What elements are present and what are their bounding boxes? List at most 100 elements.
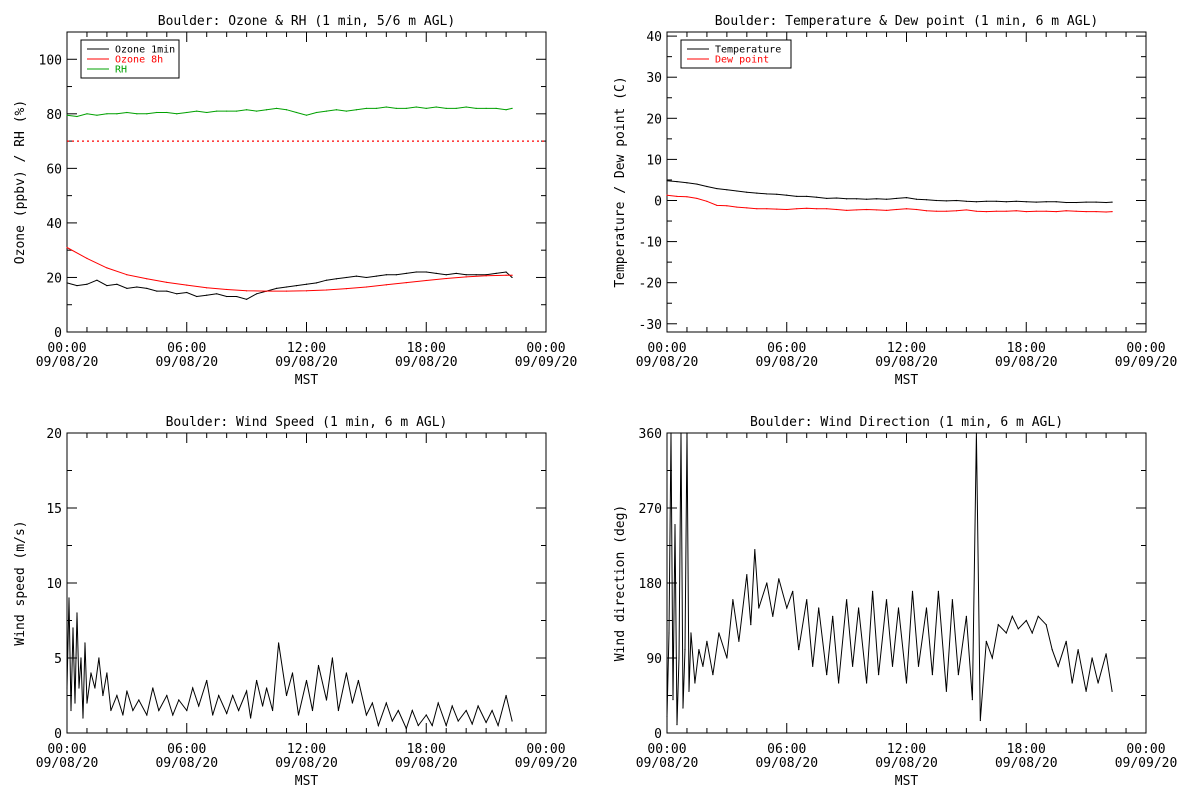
data-point — [895, 208, 898, 211]
y-tick-label: 30 — [646, 71, 662, 86]
data-point — [351, 702, 354, 704]
data-point — [357, 679, 359, 682]
x-axis-label: MST — [295, 373, 319, 388]
data-point — [505, 109, 507, 111]
x-tick-time: 06:00 — [767, 742, 806, 757]
y-tick-label: 0 — [654, 727, 662, 742]
data-point — [688, 690, 690, 692]
data-point — [485, 274, 487, 276]
data-point — [937, 590, 940, 592]
data-point — [871, 590, 874, 592]
data-point — [756, 208, 758, 210]
data-point — [485, 721, 487, 724]
data-point — [1085, 690, 1087, 692]
data-point — [122, 714, 124, 716]
x-tick-date: 09/08/20 — [155, 756, 218, 771]
data-point — [110, 709, 112, 712]
y-tick-label: 20 — [46, 271, 62, 286]
data-point — [126, 111, 128, 114]
data-point — [806, 207, 808, 209]
data-point — [1015, 200, 1017, 202]
data-point — [1051, 649, 1053, 651]
data-point — [686, 182, 688, 184]
legend-entry: Ozone 8h — [115, 55, 163, 66]
data-point — [945, 690, 948, 692]
data-point — [491, 709, 493, 712]
chart-panel-1: Boulder: Temperature & Dew point (1 min,… — [613, 14, 1177, 388]
data-point — [246, 109, 248, 111]
y-tick-label: 5 — [54, 652, 62, 667]
data-point — [136, 113, 138, 115]
y-tick-label: 15 — [46, 502, 62, 517]
data-point — [985, 210, 987, 213]
data-point — [1057, 665, 1059, 667]
data-point — [84, 642, 86, 644]
data-point — [132, 709, 134, 712]
data-point — [68, 597, 70, 599]
y-tick-label: 0 — [654, 194, 662, 209]
data-point — [74, 702, 76, 704]
data-point — [337, 709, 340, 712]
data-point — [895, 197, 898, 200]
data-point — [1095, 201, 1097, 203]
data-point — [106, 267, 108, 269]
data-point — [925, 607, 928, 609]
data-point — [106, 113, 108, 115]
data-point — [1075, 210, 1077, 212]
data-point — [385, 702, 387, 704]
x-tick-date: 09/08/20 — [755, 756, 818, 771]
data-point — [405, 727, 407, 730]
data-point — [686, 432, 688, 434]
data-point — [166, 111, 168, 114]
data-point — [1005, 210, 1007, 212]
y-tick-label: 180 — [639, 577, 662, 592]
data-point — [156, 111, 158, 114]
data-point — [806, 599, 808, 601]
data-point — [445, 277, 447, 280]
data-point — [786, 208, 788, 211]
y-tick-label: 60 — [46, 162, 62, 177]
x-tick-time: 18:00 — [1007, 742, 1046, 757]
data-point — [116, 694, 118, 697]
x-tick-date: 09/08/20 — [755, 355, 818, 370]
series-line-2 — [66, 106, 513, 118]
x-tick-date: 09/08/20 — [395, 756, 458, 771]
data-point — [106, 672, 108, 674]
legend-entry: Dew point — [715, 55, 769, 66]
y-tick-label: 0 — [54, 727, 62, 742]
data-point — [666, 715, 668, 717]
y-tick-label: -10 — [639, 236, 662, 251]
data-point — [856, 209, 858, 211]
data-point — [315, 111, 318, 114]
data-point — [766, 208, 768, 210]
data-point — [935, 199, 938, 202]
x-tick-date: 09/08/20 — [636, 756, 699, 771]
x-tick-date: 09/08/20 — [275, 756, 338, 771]
data-point — [76, 612, 78, 614]
data-point — [325, 110, 328, 112]
data-point — [178, 699, 180, 701]
y-tick-label: -20 — [639, 277, 662, 292]
data-point — [945, 210, 948, 212]
data-point — [955, 210, 957, 212]
data-point — [256, 679, 258, 682]
x-tick-date: 09/08/20 — [995, 756, 1058, 771]
data-point — [186, 111, 188, 114]
data-point — [146, 113, 148, 115]
data-point — [706, 640, 708, 642]
data-point — [138, 699, 140, 701]
x-tick-time: 18:00 — [407, 742, 446, 757]
x-tick-date: 09/08/20 — [636, 355, 699, 370]
data-point — [858, 607, 860, 609]
data-point — [495, 107, 497, 109]
data-point — [935, 210, 938, 212]
data-point — [172, 714, 174, 716]
x-tick-time: 00:00 — [1126, 742, 1165, 757]
data-point — [680, 432, 682, 434]
data-point — [76, 285, 78, 287]
data-point — [355, 275, 357, 277]
data-point — [425, 714, 427, 716]
data-point — [445, 724, 447, 727]
data-point — [891, 665, 894, 667]
data-point — [885, 198, 888, 200]
